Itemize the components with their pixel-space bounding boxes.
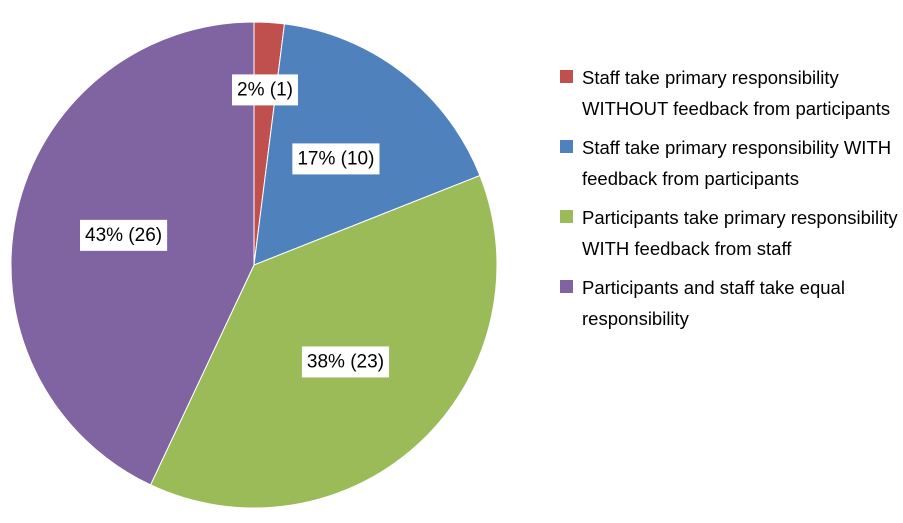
legend-swatch bbox=[560, 140, 573, 153]
legend-item: Staff take primary responsibility WITHOU… bbox=[556, 62, 901, 124]
legend-item: Participants take primary responsibility… bbox=[556, 202, 901, 264]
data-label-box bbox=[80, 219, 168, 251]
legend-label: Staff take primary responsibility WITH f… bbox=[582, 137, 892, 189]
legend-label: Participants take primary responsibility… bbox=[582, 207, 898, 259]
data-label-box bbox=[301, 346, 390, 378]
legend-swatch bbox=[560, 210, 573, 223]
data-label: 38% (23) bbox=[307, 351, 384, 372]
data-label: 43% (26) bbox=[85, 225, 162, 246]
data-label-box bbox=[232, 74, 298, 106]
data-label: 17% (10) bbox=[297, 148, 374, 169]
legend: Staff take primary responsibility WITHOU… bbox=[556, 62, 901, 342]
pie-slice bbox=[149, 174, 498, 509]
data-label: 2% (1) bbox=[237, 79, 293, 100]
legend-label: Participants and staff take equal respon… bbox=[582, 277, 845, 329]
legend-swatch bbox=[560, 280, 573, 293]
data-label-box bbox=[292, 143, 380, 175]
pie-slice bbox=[10, 21, 255, 486]
legend-item: Staff take primary responsibility WITH f… bbox=[556, 132, 901, 194]
legend-label: Staff take primary responsibility WITHOU… bbox=[582, 67, 891, 119]
legend-item: Participants and staff take equal respon… bbox=[556, 272, 901, 334]
legend-swatch bbox=[560, 70, 573, 83]
